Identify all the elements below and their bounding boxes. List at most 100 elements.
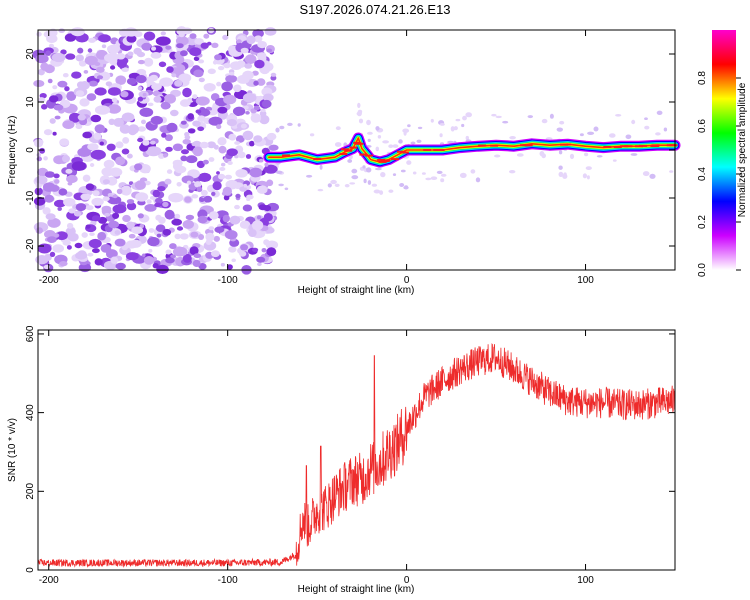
ridge-halo-blob: [430, 118, 434, 123]
noise-blob: [148, 228, 155, 233]
noise-blob: [249, 140, 255, 147]
noise-blob: [63, 197, 76, 207]
noise-blob: [197, 115, 206, 122]
noise-blob: [171, 73, 177, 78]
ridge-halo-blob: [330, 179, 337, 185]
noise-blob: [198, 263, 207, 270]
noise-blob: [190, 231, 199, 238]
noise-blob: [256, 52, 267, 59]
noise-blob: [208, 211, 219, 220]
noise-blob: [77, 147, 92, 157]
noise-blob: [34, 187, 43, 196]
noise-blob: [114, 230, 121, 235]
noise-blob: [253, 105, 261, 111]
noise-blob: [89, 163, 95, 167]
noise-blob: [110, 256, 119, 264]
ridge-hotspot: [313, 158, 322, 160]
noise-blob: [200, 42, 209, 49]
snr-panel: -200 -100 0 100 0 200 400 600 Height of straig…: [7, 325, 676, 595]
noise-blob: [187, 113, 194, 120]
noise-blob: [54, 179, 60, 184]
noise-blob: [44, 171, 55, 178]
noise-blob: [192, 146, 203, 157]
noise-blob: [148, 248, 153, 253]
noise-blob: [171, 218, 182, 226]
noise-blob: [99, 141, 105, 146]
noise-blob: [246, 35, 256, 45]
noise-blob: [176, 26, 188, 36]
ridge-halo-blob: [275, 127, 280, 133]
noise-blob: [74, 242, 83, 249]
noise-blob: [75, 124, 83, 130]
noise-blob: [39, 93, 47, 99]
ridge-hotspot: [490, 144, 499, 147]
noise-blob: [253, 135, 263, 143]
ridge-halo-blob: [363, 178, 367, 184]
noise-blob: [254, 35, 263, 43]
noise-blob: [225, 75, 238, 83]
noise-blob: [112, 204, 127, 214]
noise-blob: [94, 258, 103, 266]
noise-blob: [75, 54, 85, 62]
noise-blob: [37, 243, 52, 254]
noise-blob: [71, 161, 86, 172]
spectrogram-noise-region: [32, 26, 279, 275]
noise-blob: [66, 174, 78, 184]
ridge-halo-blob: [450, 126, 455, 132]
noise-blob: [142, 253, 146, 258]
noise-blob: [162, 201, 169, 207]
noise-blob: [164, 134, 173, 142]
noise-blob: [166, 169, 173, 174]
ridge-halo-blob: [412, 171, 417, 175]
noise-blob: [128, 124, 140, 134]
spectrogram-y-label: Frequency (Hz): [7, 116, 18, 185]
noise-blob: [196, 160, 205, 169]
ridge-halo-blob: [297, 123, 301, 127]
ridge-halo-blob: [430, 176, 438, 180]
noise-blob: [240, 47, 249, 54]
noise-blob: [198, 234, 205, 240]
ridge-halo-blob: [655, 132, 661, 136]
noise-blob: [36, 152, 41, 158]
ridge-halo-blob: [556, 127, 563, 132]
ridge-halo-blob: [475, 177, 481, 183]
noise-blob: [106, 176, 118, 186]
ridge-hotspot: [339, 153, 348, 155]
noise-blob: [126, 153, 133, 159]
ridge-halo-blob: [436, 170, 443, 174]
ridge-halo-blob: [416, 139, 422, 143]
noise-blob: [192, 94, 198, 99]
noise-blob: [120, 91, 129, 98]
noise-blob: [262, 93, 274, 102]
noise-blob: [222, 34, 229, 41]
noise-blob: [35, 227, 43, 234]
noise-blob: [111, 97, 118, 103]
noise-blob: [165, 257, 175, 264]
noise-blob: [146, 199, 152, 204]
ridge-halo-blob: [439, 133, 443, 138]
noise-blob: [94, 105, 111, 115]
ridge-halo-blob: [417, 126, 423, 130]
ridge-halo-blob: [612, 159, 617, 162]
noise-blob: [249, 167, 263, 178]
noise-blob: [125, 252, 139, 261]
noise-blob: [186, 180, 192, 185]
noise-blob: [82, 131, 93, 139]
noise-blob: [165, 146, 173, 152]
colorbar-tick-label: 0.2: [697, 215, 708, 229]
noise-blob: [178, 73, 192, 83]
noise-blob: [157, 186, 166, 192]
noise-blob: [87, 252, 94, 257]
noise-blob: [147, 102, 154, 107]
noise-blob: [164, 178, 172, 185]
noise-blob: [64, 33, 76, 42]
noise-blob: [107, 195, 122, 205]
ridge-halo-blob: [502, 120, 509, 124]
noise-blob: [235, 193, 241, 199]
colorbar: 0.0 0.2 0.4 0.6 0.8 Normalized spectral ampl…: [697, 30, 748, 277]
noise-blob: [87, 143, 99, 151]
noise-blob: [149, 196, 156, 200]
noise-blob: [162, 153, 168, 158]
noise-blob: [84, 55, 98, 66]
